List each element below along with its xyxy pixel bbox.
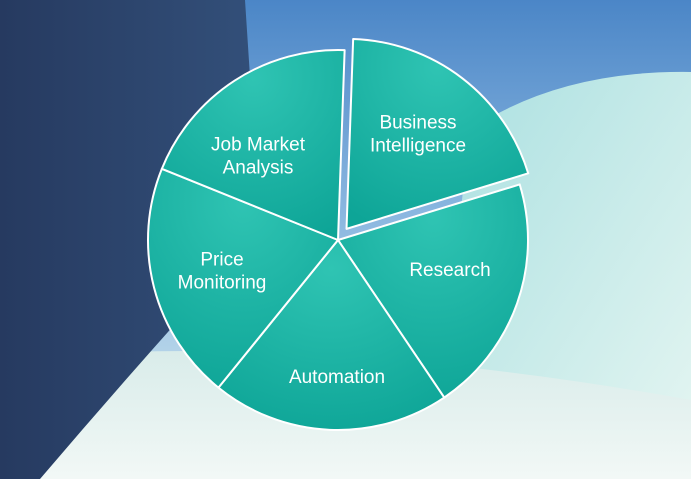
segment-label-line: Price (200, 250, 243, 271)
segment-label-research: Research (409, 260, 490, 281)
segment-label-line: Monitoring (178, 273, 267, 294)
segment-job-market-analysis (160, 49, 346, 241)
segment-label-automation: Automation (289, 367, 385, 388)
segment-label-business-intelligence: Business Intelligence (370, 113, 466, 157)
segment-price-monitoring (147, 167, 339, 389)
segment-label-price-monitoring: Price Monitoring (178, 250, 267, 294)
segment-research (337, 183, 529, 399)
segment-label-line: Research (409, 260, 490, 281)
segment-label-line: Automation (289, 367, 385, 388)
segment-business-intelligence (345, 38, 530, 230)
segment-label-line: Job Market (211, 135, 306, 156)
segment-label-line: Analysis (223, 158, 294, 179)
pie-segments: Business Intelligence Research Automation Pr… (147, 38, 530, 431)
segment-label-job-market-analysis: Job Market Analysis (211, 135, 306, 179)
segment-automation (217, 239, 446, 431)
segment-label-line: Intelligence (370, 136, 466, 157)
segment-label-line: Business (379, 113, 456, 134)
